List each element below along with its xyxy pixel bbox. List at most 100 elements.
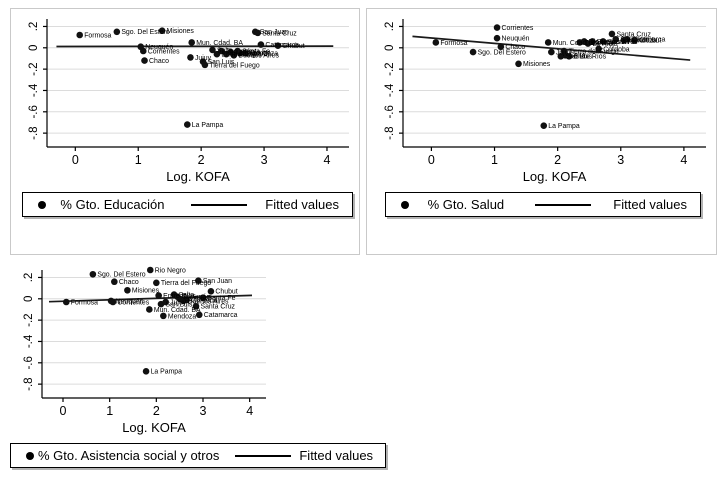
y-tick-label: -.2	[23, 313, 35, 326]
data-point-tierra-del-fuego	[201, 61, 209, 69]
data-point-label: Santa Cruz	[262, 30, 297, 37]
panel-educacion: .2 0 -.2 -.4 -.6 -.8 0 1 2 3 4 Log. KOFA Formosa Sgo.…	[10, 8, 360, 255]
data-point-label: Salta	[217, 47, 233, 54]
data-point-label: Tucumán	[182, 294, 211, 301]
x-tick-label: 2	[198, 153, 205, 167]
data-point-chaco	[497, 43, 505, 51]
data-point-label: Rio Negro	[155, 267, 186, 274]
legend-fitted-label: Fitted values	[613, 197, 687, 212]
y-tick-label: .2	[384, 22, 396, 32]
data-point-label: Córdoba	[245, 51, 272, 58]
data-point-c-rdoba	[236, 49, 244, 57]
x-tick-label: 4	[680, 153, 687, 167]
data-point-label: Misiones	[523, 61, 551, 68]
data-point-c-rdoba	[183, 296, 190, 304]
x-tick-label: 4	[246, 404, 253, 418]
data-point-label: Catamarca	[204, 312, 238, 319]
data-point-sgo-del-estero	[469, 48, 477, 56]
data-point-buenos-aires	[589, 38, 596, 45]
y-tick-label: -.8	[384, 126, 396, 139]
data-point-san-juan	[195, 277, 202, 284]
data-point-label: Santa Fe	[242, 48, 270, 55]
x-tick-label: 0	[428, 153, 435, 167]
data-point-label: Buenos Aires	[597, 39, 638, 46]
data-point-label: Chaco	[149, 58, 169, 65]
y-tick-label: -.6	[28, 105, 40, 118]
x-tick-label: 1	[491, 153, 498, 167]
data-point-label: Jujuy	[170, 299, 187, 306]
data-point-label: Mun. Cdad. BA	[553, 40, 600, 47]
data-point-salta	[209, 46, 216, 54]
data-point-catamarca	[623, 35, 631, 43]
y-tick-label: 0	[23, 296, 35, 302]
y-tick-label: -.6	[23, 356, 35, 369]
data-point-label: Rio Negro	[589, 39, 620, 46]
data-point-label: Catamarca	[632, 37, 666, 44]
data-point-label: Sgo. Del Estero	[478, 49, 526, 56]
x-tick-label: 0	[60, 404, 67, 418]
x-axis-title: Log. KOFA	[122, 420, 186, 435]
y-tick-label: .2	[28, 22, 40, 32]
data-point-misiones	[124, 286, 131, 294]
data-point-label: San Luis	[208, 59, 235, 66]
data-point-label: Tierra del Fuego	[161, 280, 211, 287]
data-point-label: Chaco	[119, 279, 139, 286]
data-point-santa-cruz	[192, 302, 200, 310]
data-point-label: San Juan	[203, 278, 232, 285]
data-point-label: Entre Ríos	[163, 293, 196, 300]
y-tick-label: -.4	[23, 334, 35, 348]
data-point-jujuy	[548, 48, 555, 56]
data-point-chubut	[274, 42, 282, 49]
data-point-label: San Luis	[565, 54, 592, 61]
data-point-jujuy	[187, 54, 194, 61]
data-point-chubut	[631, 37, 638, 44]
data-point-formosa	[76, 31, 84, 39]
data-point-label: Corrientes	[117, 299, 149, 306]
data-point-la-pampa	[142, 368, 150, 375]
data-point-label: Entre Ríos	[574, 54, 607, 61]
data-point-entre-r-os	[155, 292, 162, 299]
data-point-label: San Luis	[166, 302, 193, 309]
data-point-label: Misiones	[132, 288, 160, 295]
data-point-label: Mendoza	[250, 51, 279, 58]
data-point-santa-cruz	[254, 29, 262, 37]
legend-educacion: % Gto. Educación Fitted values	[22, 192, 353, 217]
y-tick-label: -.2	[28, 62, 40, 75]
data-point-label: Santa Cruz	[616, 31, 651, 38]
data-point-mendoza	[160, 312, 167, 320]
data-point-label: Corrientes	[502, 25, 534, 32]
data-point-label: Córdoba	[191, 297, 218, 304]
data-point-label: Rio Negro	[231, 52, 262, 59]
y-tick-label: -.4	[384, 83, 396, 97]
data-point-label: Neuquén	[145, 44, 173, 51]
data-point-label: Santa Cruz	[201, 304, 236, 311]
data-point-buenos-aires	[230, 51, 238, 59]
data-point-santa-fe	[599, 38, 607, 45]
data-point-label: Formosa	[84, 32, 111, 39]
data-point-label: Chubut	[282, 43, 304, 50]
scatter-marker-icon	[26, 451, 34, 460]
data-point-label: San Juan	[620, 37, 649, 44]
legend-series-label: % Gto. Asistencia social y otros	[38, 448, 220, 463]
y-tick-label: -.2	[384, 62, 396, 75]
panel-salud: .2 0 -.2 -.4 -.6 -.8 0 1 2 3 4 Log. KOFA Formosa Sgo.…	[366, 8, 717, 255]
x-tick-label: 3	[200, 404, 207, 418]
y-tick-label: 0	[384, 45, 396, 51]
data-point-label: Sgo. Del Estero	[121, 29, 169, 36]
fitted-line-icon	[190, 203, 247, 206]
data-point-label: La Pampa	[548, 123, 580, 130]
data-point-tierra-del-fuego	[153, 279, 160, 287]
data-point-label: Misiones	[167, 28, 195, 35]
data-point-label: Mun. Cdad. BA	[154, 307, 201, 314]
chart-salud-plot: .2 0 -.2 -.4 -.6 -.8 0 1 2 3 4 Log. KOFA Formosa Sgo.…	[384, 19, 706, 184]
fitted-values-line	[48, 294, 253, 303]
data-point-label: Salta	[570, 53, 586, 60]
data-point-label: Jujuy	[195, 55, 212, 62]
data-point-label: Mendoza	[168, 313, 197, 320]
data-point-label: Sgo. Del Estero	[97, 272, 145, 279]
y-tick-label: 0	[28, 45, 40, 51]
y-tick-label: -.8	[23, 377, 35, 390]
data-point-label: Mun. Cdad. BA	[196, 40, 243, 47]
data-point-formosa	[432, 39, 440, 46]
data-point-label: Tierra del Fuego	[568, 48, 618, 55]
